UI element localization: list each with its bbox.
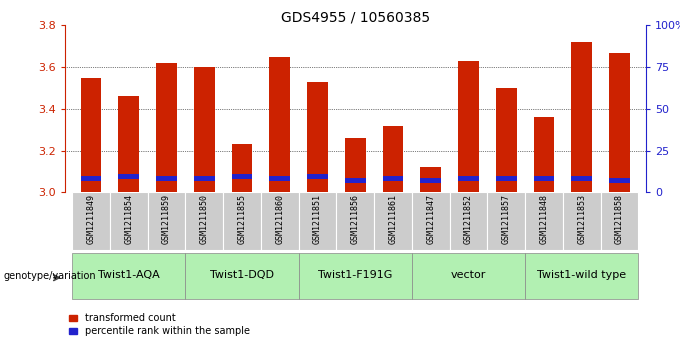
Text: GSM1211849: GSM1211849 <box>86 194 95 244</box>
Text: GSM1211859: GSM1211859 <box>162 194 171 244</box>
Bar <box>81 176 101 181</box>
Bar <box>488 192 525 250</box>
Bar <box>600 192 639 250</box>
Text: GSM1211851: GSM1211851 <box>313 194 322 244</box>
Bar <box>383 176 403 181</box>
Bar <box>186 253 299 299</box>
Bar <box>345 178 366 183</box>
Text: GSM1211853: GSM1211853 <box>577 194 586 244</box>
Bar <box>609 178 630 183</box>
Bar <box>525 253 639 299</box>
Bar <box>571 176 592 181</box>
Bar <box>261 192 299 250</box>
Bar <box>449 192 488 250</box>
Text: GSM1211855: GSM1211855 <box>237 194 247 244</box>
Bar <box>412 253 525 299</box>
Text: GSM1211850: GSM1211850 <box>200 194 209 244</box>
Bar <box>194 67 215 192</box>
Text: vector: vector <box>451 270 486 280</box>
Text: GSM1211857: GSM1211857 <box>502 194 511 244</box>
Bar <box>337 192 374 250</box>
Text: GSM1211861: GSM1211861 <box>388 194 398 244</box>
Text: GSM1211860: GSM1211860 <box>275 194 284 244</box>
Bar <box>571 42 592 192</box>
Bar <box>534 117 554 192</box>
Text: GSM1211854: GSM1211854 <box>124 194 133 244</box>
Bar <box>186 192 223 250</box>
Bar <box>299 192 337 250</box>
Text: GSM1211847: GSM1211847 <box>426 194 435 244</box>
Text: GSM1211856: GSM1211856 <box>351 194 360 244</box>
Bar <box>345 138 366 192</box>
Text: GSM1211848: GSM1211848 <box>539 194 549 244</box>
Bar <box>458 61 479 192</box>
Bar <box>118 174 139 179</box>
Bar <box>72 253 186 299</box>
Bar <box>374 192 412 250</box>
Bar <box>232 144 252 192</box>
Bar <box>194 176 215 181</box>
Text: Twist1-DQD: Twist1-DQD <box>210 270 274 280</box>
Text: Twist1-AQA: Twist1-AQA <box>98 270 160 280</box>
Bar <box>110 192 148 250</box>
Text: Twist1-F191G: Twist1-F191G <box>318 270 392 280</box>
Bar <box>420 178 441 183</box>
Bar <box>156 176 177 181</box>
Bar <box>269 176 290 181</box>
Title: GDS4955 / 10560385: GDS4955 / 10560385 <box>281 10 430 24</box>
Bar <box>223 192 261 250</box>
Bar <box>307 82 328 192</box>
Bar <box>412 192 449 250</box>
Bar <box>420 167 441 192</box>
Bar <box>609 53 630 192</box>
Bar <box>458 176 479 181</box>
Bar <box>148 192 186 250</box>
Bar <box>156 63 177 192</box>
Bar <box>299 253 412 299</box>
Bar <box>534 176 554 181</box>
Bar <box>118 96 139 192</box>
Bar <box>496 176 517 181</box>
Bar <box>563 192 600 250</box>
Legend: transformed count, percentile rank within the sample: transformed count, percentile rank withi… <box>69 313 250 337</box>
Text: GSM1211858: GSM1211858 <box>615 194 624 244</box>
Bar <box>269 57 290 192</box>
Text: GSM1211852: GSM1211852 <box>464 194 473 244</box>
Text: genotype/variation: genotype/variation <box>3 271 96 281</box>
Bar <box>81 78 101 192</box>
Bar <box>232 174 252 179</box>
Bar <box>496 88 517 192</box>
Bar <box>72 192 110 250</box>
Bar <box>383 126 403 192</box>
Bar <box>307 174 328 179</box>
Bar <box>525 192 563 250</box>
Text: Twist1-wild type: Twist1-wild type <box>537 270 626 280</box>
